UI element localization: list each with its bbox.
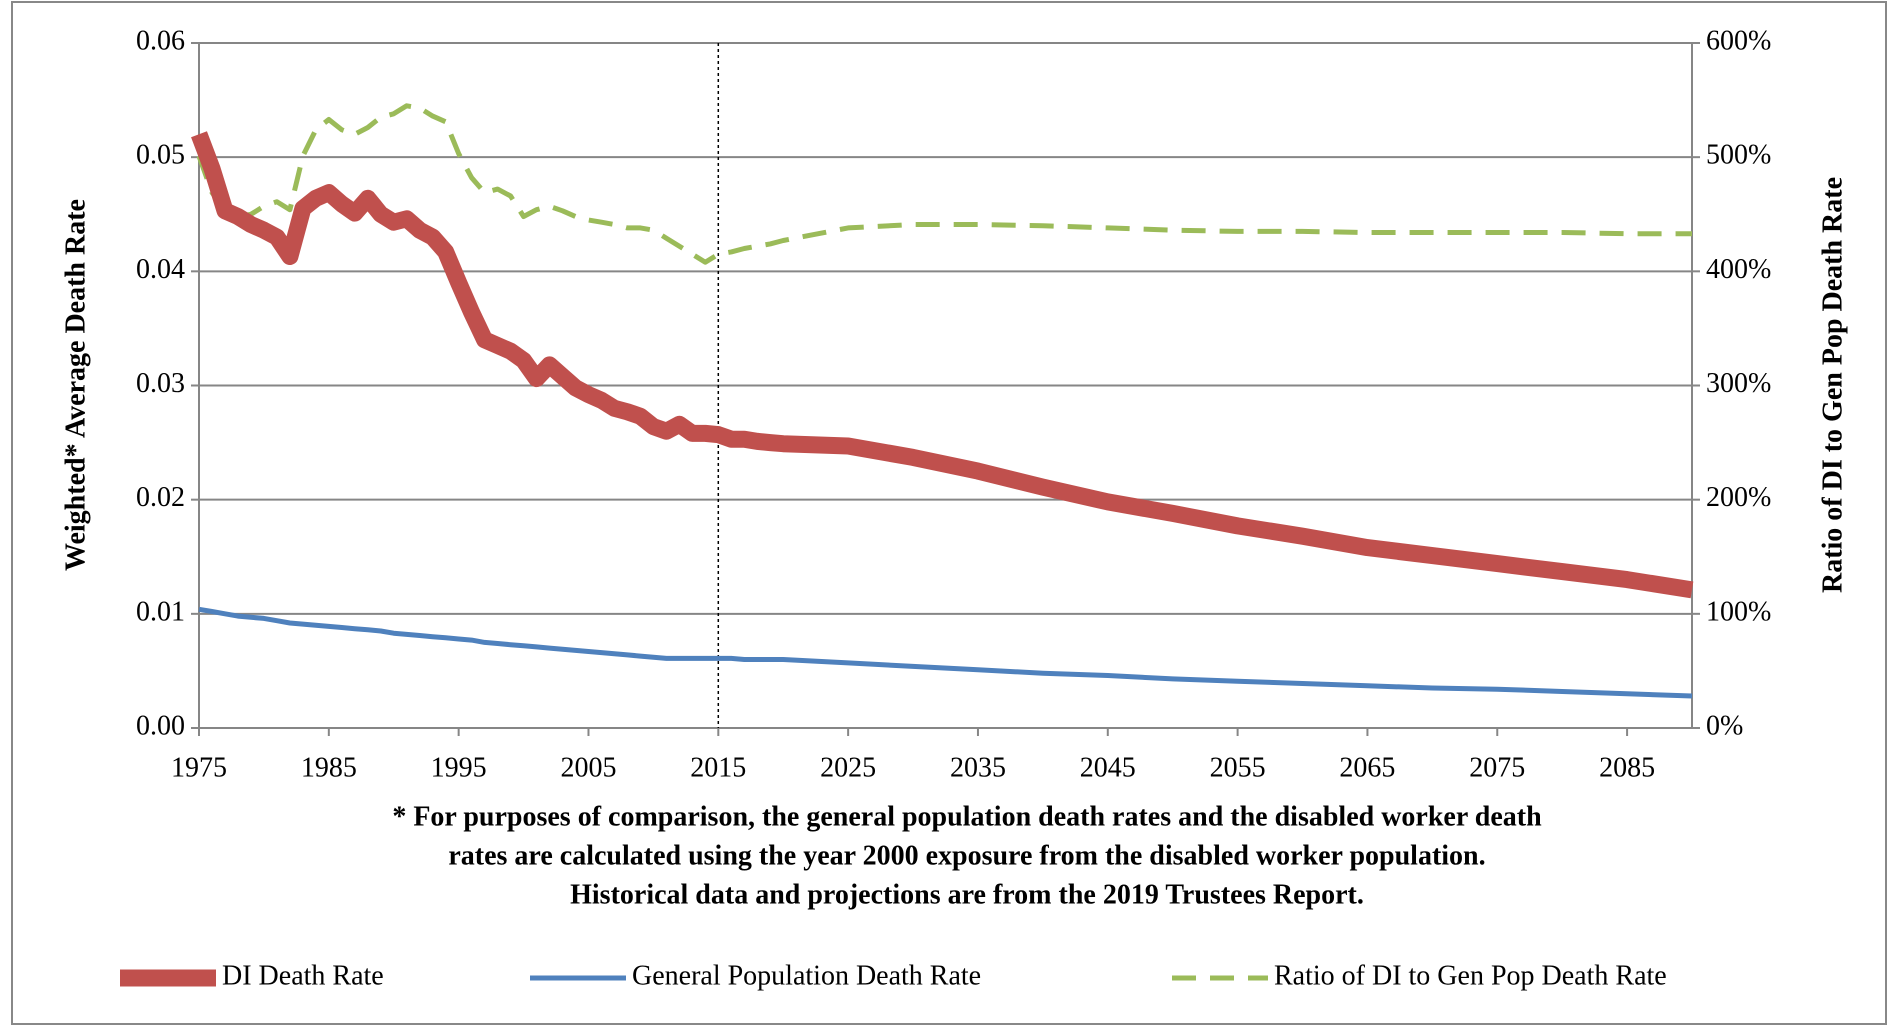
x-tick-label: 1995 xyxy=(431,752,487,783)
y2-axis-label: Ratio of DI to Gen Pop Death Rate xyxy=(1817,177,1848,593)
chart-frame xyxy=(11,1,1887,1025)
legend-label: Ratio of DI to Gen Pop Death Rate xyxy=(1274,960,1667,991)
plot-border xyxy=(198,42,1693,729)
footnote: Historical data and projections are from… xyxy=(570,879,1364,910)
x-tick-label: 2015 xyxy=(690,752,746,783)
y2-tick-label: 500% xyxy=(1706,140,1771,171)
y2-tick-label: 300% xyxy=(1706,368,1771,399)
x-tick-label: 2035 xyxy=(950,752,1006,783)
x-tick-label: 2045 xyxy=(1080,752,1136,783)
y2-tick-label: 100% xyxy=(1706,596,1771,627)
x-tick-label: 2085 xyxy=(1599,752,1655,783)
y-tick-label: 0.05 xyxy=(136,140,185,171)
y-tick-label: 0.02 xyxy=(136,482,185,513)
data-line xyxy=(196,103,1692,265)
x-tick-label: 1985 xyxy=(301,752,357,783)
y2-tick-label: 600% xyxy=(1706,25,1771,56)
x-tick-label: 2005 xyxy=(560,752,616,783)
data-line xyxy=(198,606,1693,699)
legend-label: DI Death Rate xyxy=(222,960,384,991)
x-tick-label: 2065 xyxy=(1339,752,1395,783)
footnote: * For purposes of comparison, the genera… xyxy=(392,801,1542,832)
footnote: rates are calculated using the year 2000… xyxy=(448,840,1485,871)
legend-label: General Population Death Rate xyxy=(632,960,981,991)
x-tick-label: 2075 xyxy=(1469,752,1525,783)
y-tick-label: 0.06 xyxy=(136,25,185,56)
y-tick-label: 0.04 xyxy=(136,254,185,285)
x-tick-label: 2025 xyxy=(820,752,876,783)
y-tick-label: 0.00 xyxy=(136,710,185,741)
y-axis-label: Weighted* Average Death Rate xyxy=(60,199,91,571)
data-line xyxy=(191,131,1694,599)
y2-tick-label: 200% xyxy=(1706,482,1771,513)
y-tick-label: 0.03 xyxy=(136,368,185,399)
y2-tick-label: 400% xyxy=(1706,254,1771,285)
y-tick-label: 0.01 xyxy=(136,596,185,627)
y2-tick-label: 0% xyxy=(1706,710,1743,741)
x-tick-label: 2055 xyxy=(1210,752,1266,783)
x-tick-label: 1975 xyxy=(171,752,227,783)
